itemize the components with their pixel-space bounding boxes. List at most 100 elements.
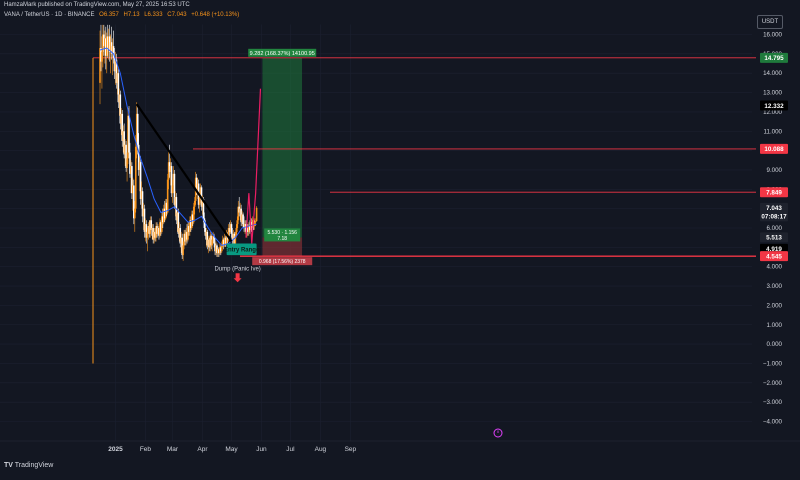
candle-body — [116, 73, 119, 83]
candle-body — [230, 224, 233, 234]
candle-body — [108, 36, 111, 52]
candle-body — [179, 228, 182, 244]
candle-body — [103, 34, 105, 47]
y-tick-label: 4.000 — [767, 264, 783, 271]
entry-range-label: Entry Range — [224, 247, 260, 253]
y-tick-label: 13.000 — [763, 90, 782, 97]
candle-body — [196, 183, 199, 192]
price-tag-bg — [760, 187, 788, 198]
candle-body — [241, 214, 243, 223]
candle-body — [132, 185, 134, 194]
y-tick-label: −2.000 — [763, 380, 783, 387]
candle-body — [255, 207, 258, 222]
candle-body — [242, 214, 244, 225]
candle-body — [133, 185, 135, 219]
symbol-name[interactable]: VANA / TetherUS · 1D · BINANCE — [4, 12, 95, 18]
position-labels: 9.282 (168.37%) 14100.95 5.530 · 1.156 7… — [248, 48, 317, 266]
time-axis[interactable]: 2025 Feb Mar Apr May Jun Jul Aug Sep — [0, 440, 800, 453]
candle-body — [153, 231, 155, 240]
candle-body — [249, 226, 251, 230]
candle-body — [138, 162, 141, 170]
candle-body — [208, 239, 211, 248]
candle-body — [225, 233, 228, 244]
alarm-clock-icon[interactable] — [493, 428, 503, 438]
ohlc-close: C7.043 — [167, 12, 187, 18]
candle-body — [152, 228, 154, 240]
y-tick-label: 1.000 — [767, 322, 783, 329]
candle-body — [204, 228, 207, 236]
candle-body — [213, 235, 215, 244]
candle-body — [203, 218, 206, 228]
candle-body — [229, 224, 232, 232]
candle-body — [207, 239, 210, 246]
candle-body — [125, 144, 127, 169]
y-tick-label: 6.000 — [767, 225, 783, 232]
candle-body — [165, 202, 168, 213]
candle-body — [101, 51, 103, 62]
x-tick-label: Sep — [345, 446, 357, 453]
y-tick-label: −1.000 — [763, 360, 783, 367]
candle-body — [245, 224, 247, 232]
candle-body — [99, 48, 101, 83]
candle-body — [139, 162, 142, 199]
price-axis[interactable]: 16.00015.00014.00013.00012.00011.00010.0… — [763, 32, 783, 426]
price-tag-label: 4.919 — [766, 246, 782, 253]
candle-body — [115, 59, 118, 83]
price-tag-label: 14.795 — [764, 55, 784, 62]
candle-body — [177, 212, 180, 234]
candle-body — [218, 249, 220, 254]
y-tick-label: 16.000 — [763, 32, 782, 39]
price-tag-bg — [760, 232, 788, 243]
candle-body — [205, 231, 208, 236]
candle-body — [199, 187, 202, 198]
candle-body — [170, 166, 173, 194]
candle-body — [190, 220, 192, 228]
tv-logo-icon: TV — [4, 462, 13, 469]
candle-body — [178, 228, 181, 234]
candle-body — [113, 57, 116, 72]
y-tick-label: 3.000 — [767, 283, 783, 290]
candle-body — [240, 208, 242, 223]
ohlc-low: L6.333 — [144, 12, 163, 18]
stop-zone — [262, 237, 303, 257]
entry-range-rect — [226, 243, 257, 256]
candle-body — [198, 197, 201, 205]
candle-body — [110, 42, 113, 54]
candle-body — [180, 237, 183, 244]
y-tick-label: 11.000 — [764, 128, 783, 135]
candle-body — [243, 224, 245, 228]
price-tag-bg — [760, 251, 788, 262]
candle-body — [105, 36, 108, 56]
candle-body — [195, 177, 198, 192]
y-tick-label: 9.000 — [767, 167, 783, 174]
tradingview-logo: TV TradingView — [4, 462, 53, 469]
candle-body — [161, 216, 163, 232]
candle-body — [126, 158, 128, 169]
candle-body — [227, 228, 230, 240]
candle-body — [201, 198, 204, 207]
candle-body — [222, 239, 225, 246]
y-tick-label: −4.000 — [763, 419, 783, 426]
descending-trendline — [135, 103, 233, 243]
horizontal-levels — [93, 57, 756, 257]
candle-body — [117, 73, 120, 103]
candle-body — [120, 113, 123, 124]
candle-body — [143, 208, 146, 232]
currency-badge[interactable]: USDT — [757, 15, 783, 29]
y-tick-label: 14.000 — [763, 70, 782, 77]
candle-body — [151, 228, 154, 230]
candle-body — [156, 226, 158, 234]
price-tag-label: 5.513 — [766, 235, 782, 242]
candle-body — [140, 191, 143, 199]
candle-body — [162, 216, 164, 223]
candle-body — [188, 226, 190, 232]
candle-body — [163, 208, 166, 219]
candle-body — [134, 146, 137, 209]
position-zones — [262, 57, 303, 257]
candle-body — [127, 115, 129, 159]
candle-body — [232, 233, 235, 240]
price-tag-label: 7.849 — [766, 190, 782, 197]
moving-average-line — [99, 47, 257, 246]
